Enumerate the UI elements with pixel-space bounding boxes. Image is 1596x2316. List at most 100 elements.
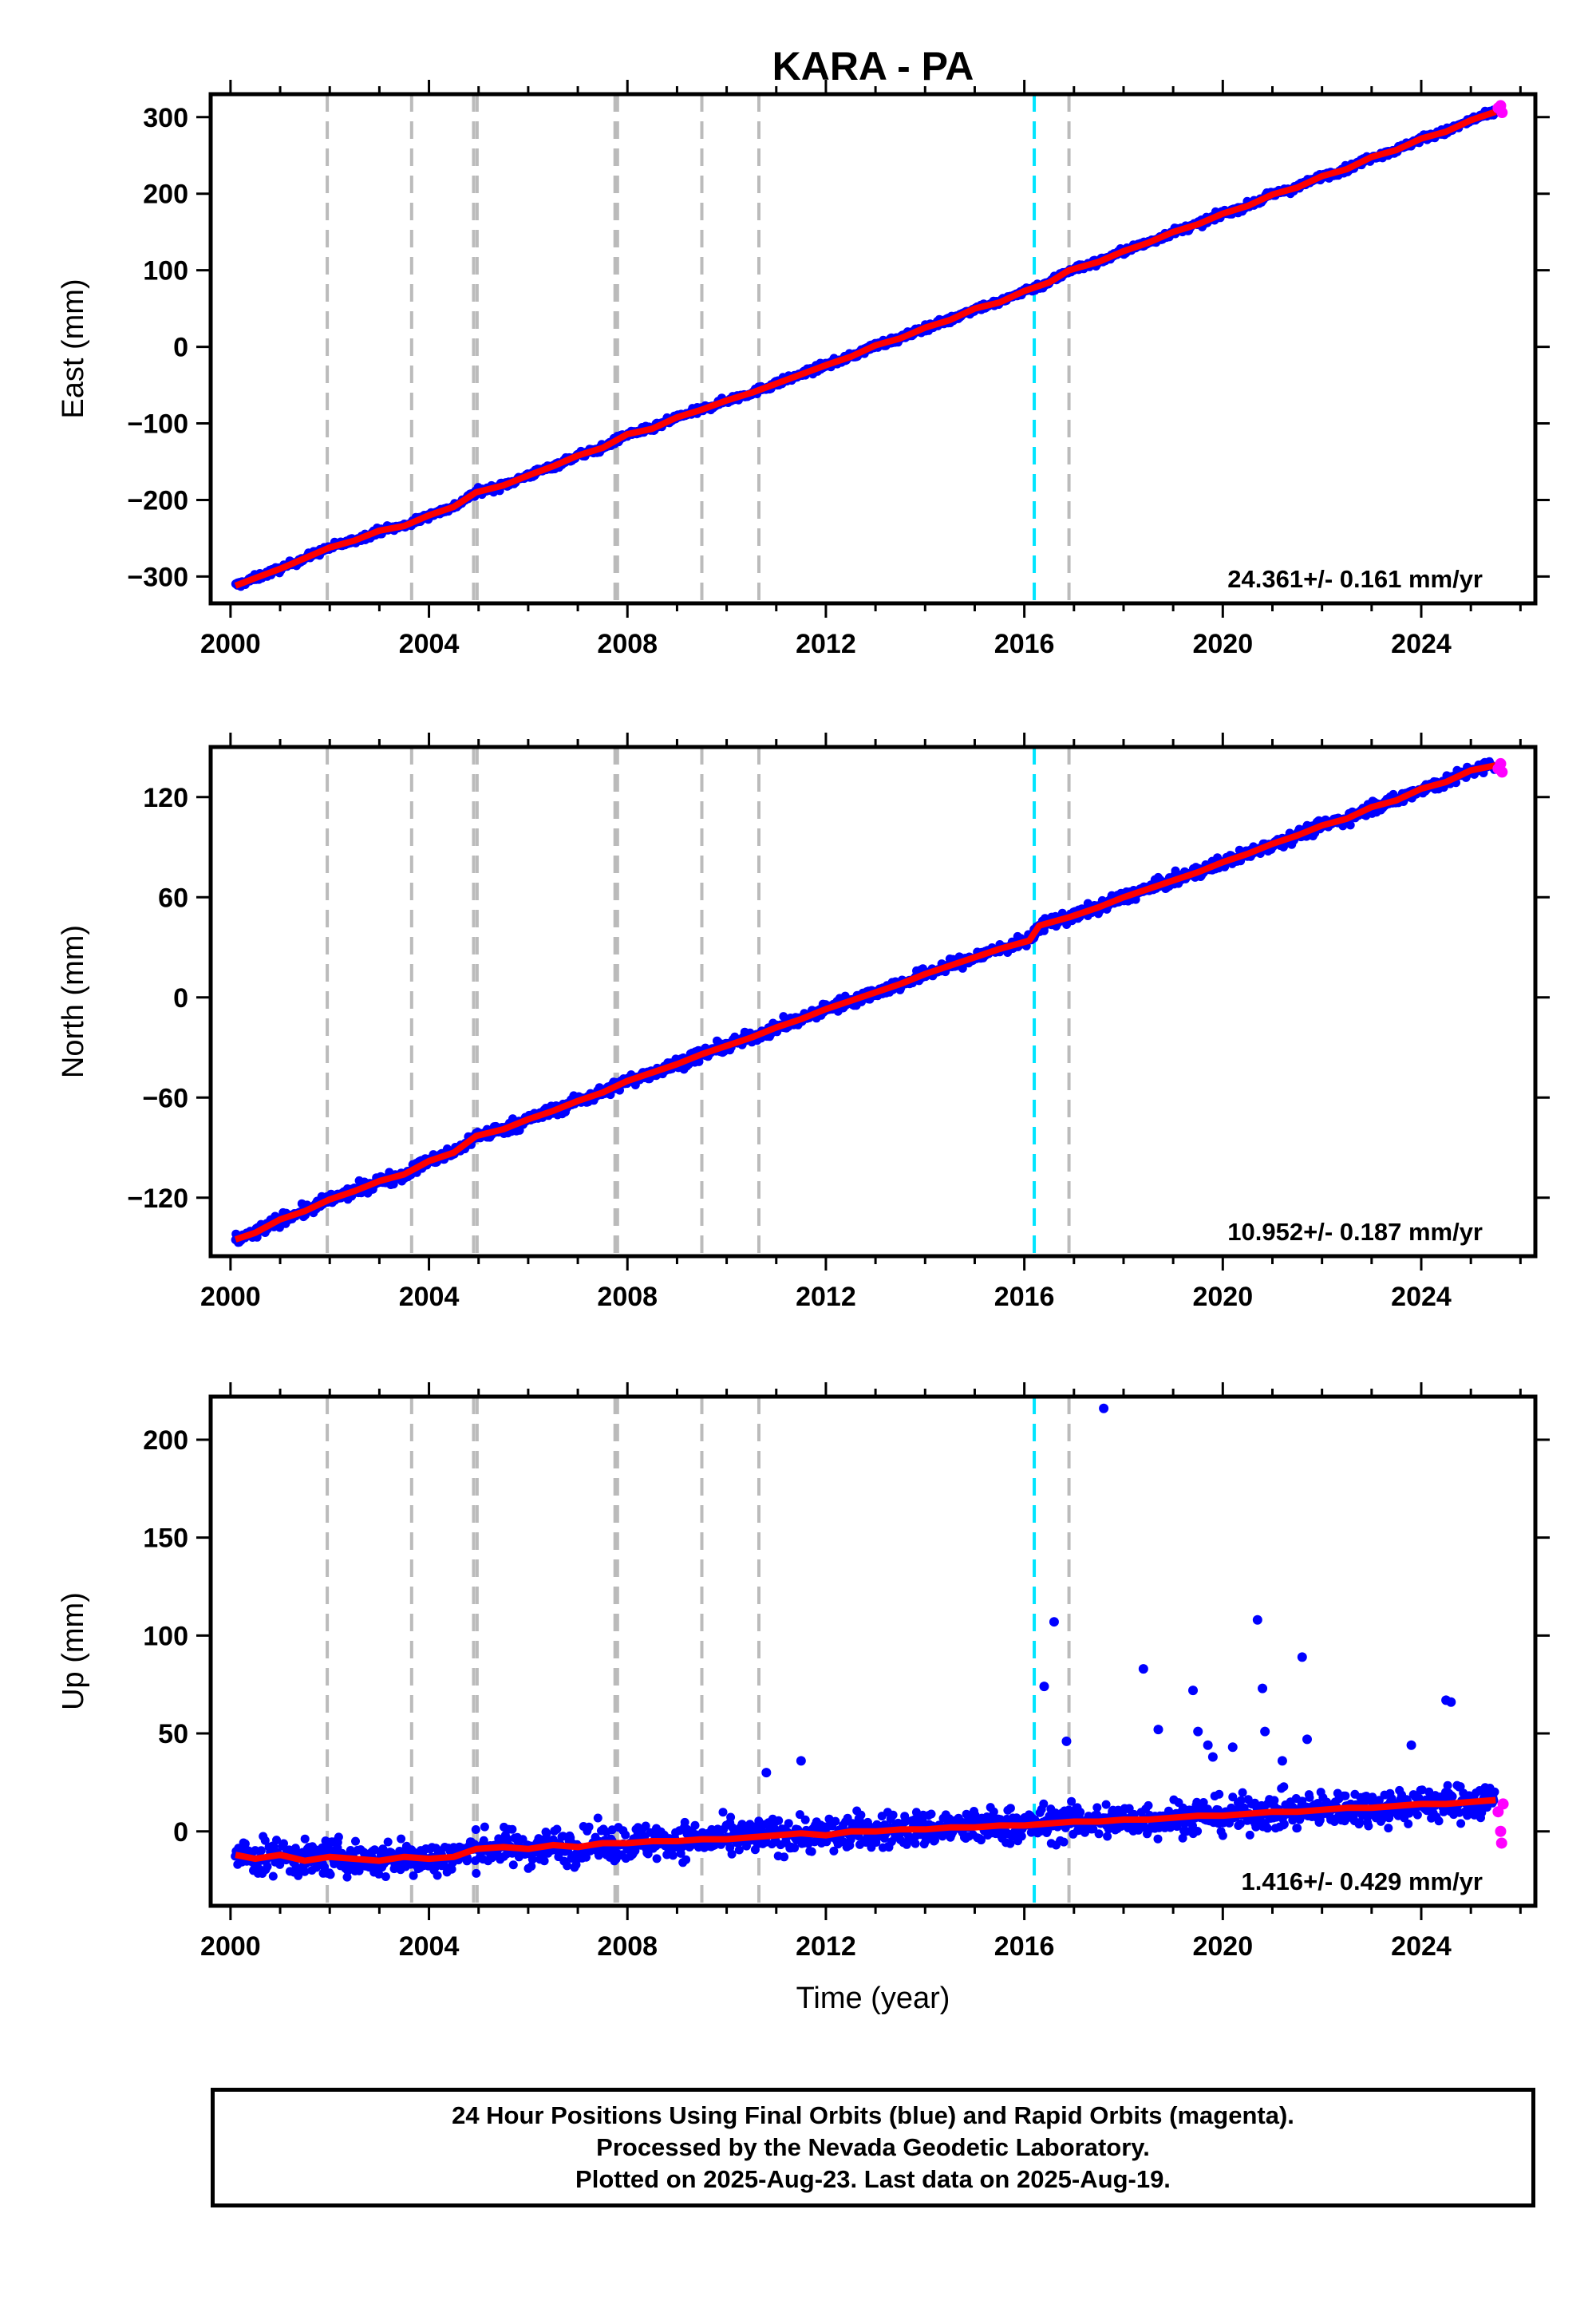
final-orbit-point <box>1059 1837 1069 1847</box>
final-orbit-point <box>871 1838 881 1847</box>
final-orbit-point <box>621 1830 630 1840</box>
final-orbit-point <box>1341 1791 1350 1800</box>
final-orbit-point <box>409 1871 418 1880</box>
final-orbit-point <box>268 1871 278 1881</box>
final-orbit-point <box>1178 1833 1187 1843</box>
final-orbit-point <box>1017 1832 1026 1841</box>
final-orbit-point <box>260 1836 270 1845</box>
final-orbit-point <box>1412 1810 1422 1820</box>
final-orbit-point <box>472 1868 481 1878</box>
final-orbit-point <box>1404 1819 1413 1828</box>
final-orbit-point <box>433 1871 442 1880</box>
final-orbit-point <box>527 1855 537 1864</box>
final-orbit-point <box>1490 1787 1499 1796</box>
outlier-point <box>1203 1740 1213 1750</box>
x-tick-label: 2012 <box>796 629 856 659</box>
final-orbit-point <box>508 1860 518 1870</box>
final-orbit-point <box>471 1825 480 1834</box>
plot-frame <box>208 745 1538 1259</box>
final-orbit-point <box>690 1820 700 1830</box>
x-tick-label: 2008 <box>597 629 658 659</box>
final-orbit-point <box>800 1815 810 1824</box>
x-tick-label: 2000 <box>200 1282 261 1312</box>
final-orbit-point <box>726 1812 736 1822</box>
final-orbit-point <box>734 1845 744 1855</box>
final-orbit-point <box>240 1839 250 1848</box>
final-orbit-point <box>652 1854 662 1863</box>
final-orbit-point <box>1288 1816 1298 1825</box>
final-orbit-point <box>718 1808 728 1817</box>
final-orbit-point <box>1236 1796 1246 1805</box>
y-tick-label: −300 <box>127 562 188 592</box>
final-orbit-point <box>810 1837 820 1847</box>
final-orbit-point <box>582 1852 591 1862</box>
final-orbit-point <box>480 1822 489 1832</box>
final-orbit-point <box>1345 820 1355 830</box>
model-fit-line <box>235 1796 1496 1864</box>
velocity-label: 10.952+/- 0.187 mm/yr <box>1227 1218 1483 1246</box>
caption-line-2: Processed by the Nevada Geodetic Laborat… <box>596 2133 1150 2161</box>
final-orbit-point <box>1228 1792 1238 1802</box>
final-orbit-point <box>1039 1799 1049 1808</box>
panel-east: 2000 2004 2008 2012 2016 2020 2024−300−200−100… <box>57 80 1550 659</box>
final-orbit-point <box>279 1839 288 1848</box>
outlier-point <box>1297 1652 1307 1662</box>
y-tick-label: −120 <box>127 1184 188 1214</box>
y-axis-label: East (mm) <box>57 279 90 418</box>
final-orbit-point <box>1101 1800 1111 1809</box>
final-orbit-point <box>888 1810 898 1820</box>
outlier-point <box>1406 1740 1416 1750</box>
caption-line-3: Plotted on 2025-Aug-23. Last data on 202… <box>575 2165 1171 2193</box>
outlier-point <box>1099 1403 1109 1413</box>
final-orbit-point <box>508 1824 517 1834</box>
y-tick-label: 0 <box>173 333 188 363</box>
x-tick-label: 2004 <box>399 1282 460 1312</box>
outlier-point <box>1252 1614 1262 1625</box>
rapid-orbit-point <box>1495 1825 1507 1837</box>
x-tick-label: 2000 <box>200 629 261 659</box>
x-tick-label: 2004 <box>399 1931 460 1962</box>
final-orbit-point <box>784 1819 793 1828</box>
final-orbit-point <box>370 1845 379 1855</box>
final-orbit-point <box>774 1816 784 1825</box>
final-orbit-point <box>397 1834 406 1844</box>
final-orbit-point <box>1305 1792 1314 1802</box>
plot-frame <box>208 1394 1538 1908</box>
x-tick-label: 2024 <box>1391 629 1452 659</box>
final-orbit-point <box>563 1861 572 1871</box>
final-orbit-point <box>1368 1792 1377 1802</box>
final-orbit-point <box>1417 1785 1427 1795</box>
final-orbit-point <box>1076 1808 1085 1817</box>
plot-area <box>231 747 1508 1256</box>
rapid-orbit-point <box>1497 1798 1509 1810</box>
final-orbit-point <box>807 1847 816 1856</box>
final-orbit-point <box>1293 1824 1302 1833</box>
final-orbit-point <box>374 1869 384 1879</box>
final-orbit-point <box>527 1862 536 1871</box>
final-orbit-point <box>326 1870 335 1879</box>
outlier-point <box>761 1768 772 1778</box>
final-orbit-point <box>272 1836 281 1845</box>
final-orbit-point <box>989 1807 998 1816</box>
y-tick-label: −200 <box>127 485 188 516</box>
final-orbit-point <box>1005 1804 1015 1813</box>
y-tick-label: 0 <box>173 1817 188 1848</box>
final-orbit-point <box>1092 1803 1102 1812</box>
final-orbit-point <box>447 1864 456 1874</box>
final-orbit-point <box>1199 1798 1208 1807</box>
y-tick-label: −60 <box>142 1083 188 1113</box>
final-orbit-point <box>1103 1832 1112 1841</box>
final-orbit-point <box>1218 1831 1227 1840</box>
final-orbit-point <box>911 1839 920 1848</box>
x-tick-label: 2024 <box>1391 1931 1452 1962</box>
final-orbit-point <box>930 1836 939 1845</box>
final-orbit-point <box>1434 1816 1444 1826</box>
final-orbit-point <box>727 1849 737 1859</box>
y-tick-label: 120 <box>143 783 188 813</box>
outlier-point <box>1302 1734 1313 1745</box>
final-orbit-point <box>539 1856 549 1866</box>
y-axis-label: Up (mm) <box>57 1592 90 1710</box>
outlier-point <box>1138 1664 1148 1674</box>
final-orbit-point <box>1067 1796 1077 1806</box>
caption-line-1: 24 Hour Positions Using Final Orbits (bl… <box>452 2101 1294 2129</box>
